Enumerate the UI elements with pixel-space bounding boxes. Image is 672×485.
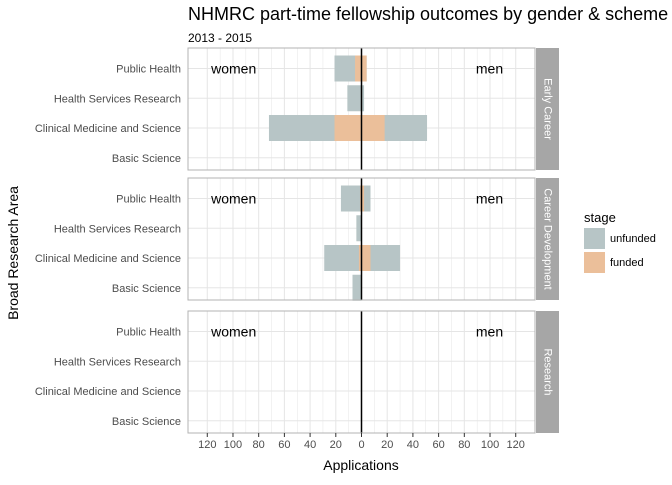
women-annotation: women (210, 61, 256, 77)
bar-women-funded (334, 115, 362, 141)
x-tick-label: 40 (407, 439, 419, 451)
facet-strip (536, 311, 559, 433)
x-axis-label: Applications (323, 457, 399, 473)
facet-panel: women men Public Health Health Services Res… (35, 47, 559, 171)
x-tick-label: 60 (432, 439, 444, 451)
x-tick-label: 80 (253, 439, 265, 451)
facet-strip (536, 48, 559, 170)
legend-label: funded (610, 257, 644, 269)
bar-women-unfunded (352, 274, 362, 301)
bar-women-funded (358, 245, 362, 271)
bar-men-funded (361, 245, 371, 271)
facet-strip (536, 178, 559, 300)
y-tick-label: Health Services Research (54, 93, 181, 105)
bar-men-funded (361, 115, 385, 141)
y-tick-label: Clinical Medicine and Science (35, 386, 181, 398)
bar-women-unfunded (324, 245, 362, 271)
y-tick-label: Health Services Research (54, 356, 181, 368)
x-tick-label: 40 (304, 439, 316, 451)
men-annotation: men (476, 324, 503, 340)
x-axis: 120 100 80 60 40 20 0 20 40 60 80 100 120 (198, 433, 525, 451)
legend: unfunded funded (584, 228, 656, 273)
y-tick-label: Public Health (116, 327, 181, 339)
facet-panel: women men Public Health Health Services Res… (35, 310, 559, 434)
facet-panels: women men Public Health Health Services Res… (35, 47, 559, 434)
x-tick-label: 60 (278, 439, 290, 451)
bar-women-unfunded (356, 215, 362, 242)
bar-men-funded (361, 185, 365, 212)
y-tick-label: Clinical Medicine and Science (35, 253, 181, 265)
bar-men-unfunded (361, 185, 371, 212)
bar-women-funded (355, 55, 362, 82)
y-tick-label: Basic Science (112, 153, 181, 165)
y-tick-label: Public Health (116, 194, 181, 206)
x-tick-label: 120 (507, 439, 525, 451)
x-tick-label: 20 (330, 439, 342, 451)
chart-title: NHMRC part-time fellowship outcomes by g… (188, 4, 668, 24)
y-tick-label: Public Health (116, 64, 181, 76)
bar-women-unfunded (347, 85, 362, 112)
x-tick-label: 100 (481, 439, 499, 451)
men-annotation: men (476, 61, 503, 77)
y-tick-label: Clinical Medicine and Science (35, 123, 181, 135)
y-axis-label: Broad Research Area (5, 186, 21, 320)
panel-border (187, 177, 536, 301)
women-annotation: women (210, 191, 256, 207)
panel-border (187, 47, 536, 171)
x-tick-label: 0 (358, 439, 364, 451)
legend-swatch (584, 228, 605, 249)
x-tick-label: 20 (381, 439, 393, 451)
y-tick-label: Basic Science (112, 416, 181, 428)
x-tick-label: 120 (198, 439, 216, 451)
men-annotation: men (476, 191, 503, 207)
bar-women-unfunded (340, 185, 362, 212)
x-tick-label: 100 (224, 439, 242, 451)
legend-swatch (584, 252, 605, 273)
legend-title: stage (584, 210, 616, 225)
women-annotation: women (210, 324, 256, 340)
facet-strip-label: Research (542, 348, 554, 395)
facet-strip-label: Early Career (542, 78, 554, 140)
x-tick-label: 80 (458, 439, 470, 451)
bar-men-funded (361, 55, 367, 82)
facet-strip-label: Career Development (542, 188, 554, 290)
legend-label: unfunded (610, 233, 656, 245)
chart-subtitle: 2013 - 2015 (188, 31, 252, 45)
y-tick-label: Health Services Research (54, 223, 181, 235)
y-tick-label: Basic Science (112, 283, 181, 295)
bar-men-unfunded (361, 85, 365, 112)
facet-panel: women men Public Health Health Services Res… (35, 177, 559, 301)
